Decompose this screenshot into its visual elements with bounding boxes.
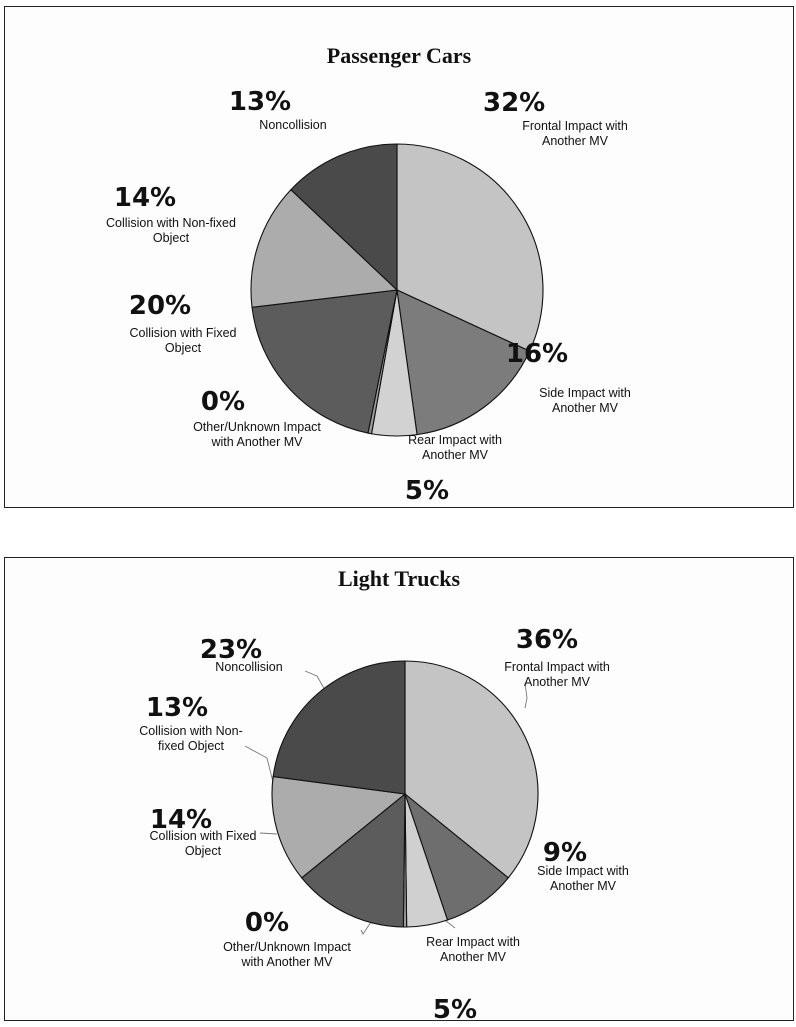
chart-title: Light Trucks	[337, 566, 461, 591]
pie-slice-frontal-impact-with-another-mv	[396, 143, 544, 352]
slice-category-label: Side Impact with Another MV	[537, 864, 629, 893]
leader-line-1	[524, 682, 528, 709]
slice-category-label: Collision with Fixed Object	[130, 326, 237, 355]
slice-percent-label: 14%	[150, 805, 212, 835]
light-trucks-chart-panel: Light Trucks 36% Frontal Impact with Anoth…	[4, 557, 794, 1025]
slice-category-label: Frontal Impact with Another MV	[504, 660, 610, 689]
slice-category-label: Rear Impact with Another MV	[426, 935, 520, 964]
light-trucks-pie-chart: 36% Frontal Impact with Another MV 9%Side I…	[139, 625, 629, 1025]
slice-category-label: Frontal Impact with Another MV	[522, 119, 628, 148]
pie-slice-noncollision	[290, 143, 398, 292]
pie-slice-collision-with-fixed-object	[300, 792, 406, 928]
slice-percent-label: 32%	[483, 88, 545, 118]
slice-percent-label: 16%	[506, 339, 568, 369]
pie-slice-collision-with-fixed-object	[251, 289, 398, 434]
slice-category-label: Other/Unknown Impact with Another MV	[193, 420, 321, 449]
chart-title: Passenger Cars	[326, 43, 472, 68]
slice-percent-label: 9%	[543, 838, 587, 868]
slice-percent-label: 0%	[245, 908, 289, 938]
slice-percent-label: 36%	[516, 625, 578, 655]
slice-percent-label: 23%	[200, 635, 262, 665]
passenger-cars-pie-chart: 32%Frontal Impact with Another MV 16% Side …	[106, 87, 631, 506]
pie-slice-frontal-impact-with-another-mv	[404, 660, 539, 879]
slice-percent-label: 13%	[229, 87, 291, 117]
pie-slice-collision-with-non-fixed-object	[250, 188, 399, 308]
slice-category-label: Noncollision	[259, 118, 326, 132]
slice-category-label: Collision with Fixed Object	[150, 829, 257, 858]
slice-category-label: Other/Unknown Impact with Another MV	[223, 940, 351, 969]
slice-percent-label: 5%	[405, 476, 449, 506]
slice-category-label: Noncollision	[215, 660, 282, 674]
slice-percent-label: 20%	[129, 291, 191, 321]
slice-percent-label: 13%	[146, 693, 208, 723]
slice-category-label: Collision with Non-fixed Object	[139, 724, 243, 753]
slice-category-label: Collision with Non-fixed Object	[106, 216, 236, 245]
slice-percent-label: 14%	[114, 183, 176, 213]
passenger-cars-chart-panel: Passenger Cars 32% Frontal Impact with Ano…	[4, 6, 794, 508]
pie-slice-noncollision	[272, 660, 406, 795]
slice-percent-label: 0%	[201, 387, 245, 417]
slice-category-label: Side Impact with Another MV	[539, 386, 631, 415]
leader-line-5	[259, 832, 278, 835]
leader-line-7	[304, 670, 326, 691]
pie-slice-side-impact-with-another-mv	[396, 289, 531, 436]
slice-percent-label: 5%	[433, 995, 477, 1025]
slice-category-label: Rear Impact with Another MV	[408, 433, 502, 462]
pie-slice-collision-with-non-fixed-object	[271, 775, 407, 879]
